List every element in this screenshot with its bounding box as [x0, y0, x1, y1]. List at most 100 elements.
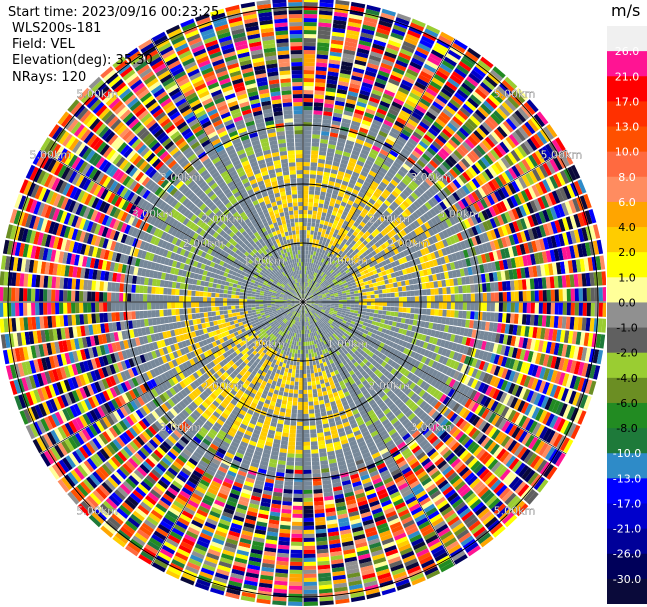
velocity-gate: [359, 320, 364, 325]
velocity-gate: [303, 569, 317, 574]
velocity-gate: [412, 345, 419, 353]
velocity-gate: [430, 302, 435, 309]
velocity-gate: [35, 288, 40, 302]
velocity-gate: [429, 435, 439, 445]
velocity-gate: [306, 302, 311, 304]
velocity-gate: [504, 492, 517, 505]
velocity-gate: [91, 313, 97, 324]
velocity-gate: [373, 369, 381, 376]
velocity-gate: [390, 306, 395, 312]
velocity-gate: [303, 409, 309, 414]
velocity-gate: [513, 398, 522, 411]
velocity-gate: [287, 453, 295, 458]
velocity-gate: [310, 304, 315, 306]
velocity-gate: [343, 332, 349, 338]
velocity-gate: [303, 389, 308, 394]
velocity-gate: [560, 420, 570, 434]
velocity-gate: [365, 361, 372, 367]
velocity-gate: [345, 321, 351, 326]
velocity-gate: [195, 296, 200, 302]
velocity-gate: [477, 340, 483, 350]
velocity-gate: [387, 352, 393, 359]
velocity-gate: [362, 308, 367, 312]
velocity-gate: [353, 313, 358, 317]
velocity-gate: [403, 335, 410, 342]
velocity-gate: [434, 354, 441, 362]
velocity-gate: [103, 292, 108, 302]
velocity-gate: [304, 333, 307, 338]
velocity-gate: [404, 421, 413, 430]
velocity-gate: [343, 349, 349, 355]
velocity-gate: [417, 362, 424, 370]
velocity-gate: [459, 327, 465, 336]
velocity-gate: [346, 319, 352, 323]
velocity-gate: [305, 337, 308, 342]
velocity-gate: [320, 311, 325, 314]
velocity-gate: [371, 348, 377, 354]
velocity-gate: [304, 329, 307, 334]
velocity-gate: [354, 307, 359, 311]
velocity-gate: [203, 291, 208, 297]
velocity-gate: [314, 303, 319, 305]
velocity-gate: [431, 438, 442, 448]
velocity-gate: [502, 313, 507, 323]
velocity-gate: [410, 302, 415, 308]
velocity-gate: [247, 302, 252, 305]
velocity-gate: [314, 408, 321, 414]
velocity-gate: [577, 346, 584, 361]
velocity-gate: [322, 304, 327, 306]
velocity-gate: [349, 312, 354, 316]
velocity-gate: [418, 424, 428, 433]
velocity-gate: [459, 344, 466, 354]
velocity-gate: [508, 457, 520, 470]
velocity-gate: [374, 325, 379, 331]
velocity-gate: [179, 295, 184, 302]
velocity-gate: [350, 304, 355, 308]
velocity-gate: [347, 317, 353, 321]
velocity-gate: [288, 437, 296, 442]
velocity-gate: [398, 382, 406, 390]
velocity-gate: [337, 309, 343, 313]
velocity-gate: [348, 350, 354, 356]
velocity-gate: [344, 313, 350, 317]
velocity-gate: [99, 281, 104, 291]
velocity-gate: [458, 507, 471, 519]
velocity-gate: [311, 315, 315, 319]
velocity-gate: [380, 404, 389, 412]
velocity-gate: [538, 380, 547, 393]
velocity-gate: [95, 302, 100, 313]
velocity-gate: [467, 400, 476, 411]
velocity-gate: [363, 329, 369, 335]
velocity-gate: [474, 431, 484, 443]
velocity-gate: [471, 415, 481, 427]
velocity-gate: [429, 315, 435, 323]
velocity-gate: [306, 365, 310, 370]
velocity-gate: [437, 415, 446, 425]
velocity-gate: [434, 441, 444, 451]
velocity-gate: [470, 460, 481, 472]
velocity-gate: [350, 309, 355, 313]
velocity-gate: [314, 372, 319, 377]
velocity-gate: [195, 302, 200, 308]
velocity-gate: [549, 384, 558, 398]
velocity-gate: [299, 365, 303, 370]
velocity-gate: [303, 577, 317, 582]
velocity-gate: [383, 397, 391, 405]
velocity-gate: [354, 304, 359, 308]
velocity-gate: [290, 425, 297, 430]
velocity-gate: [494, 302, 499, 312]
velocity-gate: [316, 363, 321, 369]
velocity-gate: [286, 376, 291, 381]
velocity-gate: [191, 290, 196, 296]
velocity-gate: [546, 369, 554, 382]
velocity-gate: [303, 529, 315, 534]
velocity-gate: [392, 343, 398, 349]
velocity-gate: [358, 331, 364, 336]
velocity-gate: [486, 312, 491, 322]
velocity-gate: [434, 380, 442, 389]
velocity-gate: [481, 408, 490, 420]
velocity-gate: [231, 309, 236, 313]
velocity-gate: [441, 317, 447, 325]
velocity-gate: [418, 454, 429, 464]
velocity-gate: [414, 467, 425, 477]
